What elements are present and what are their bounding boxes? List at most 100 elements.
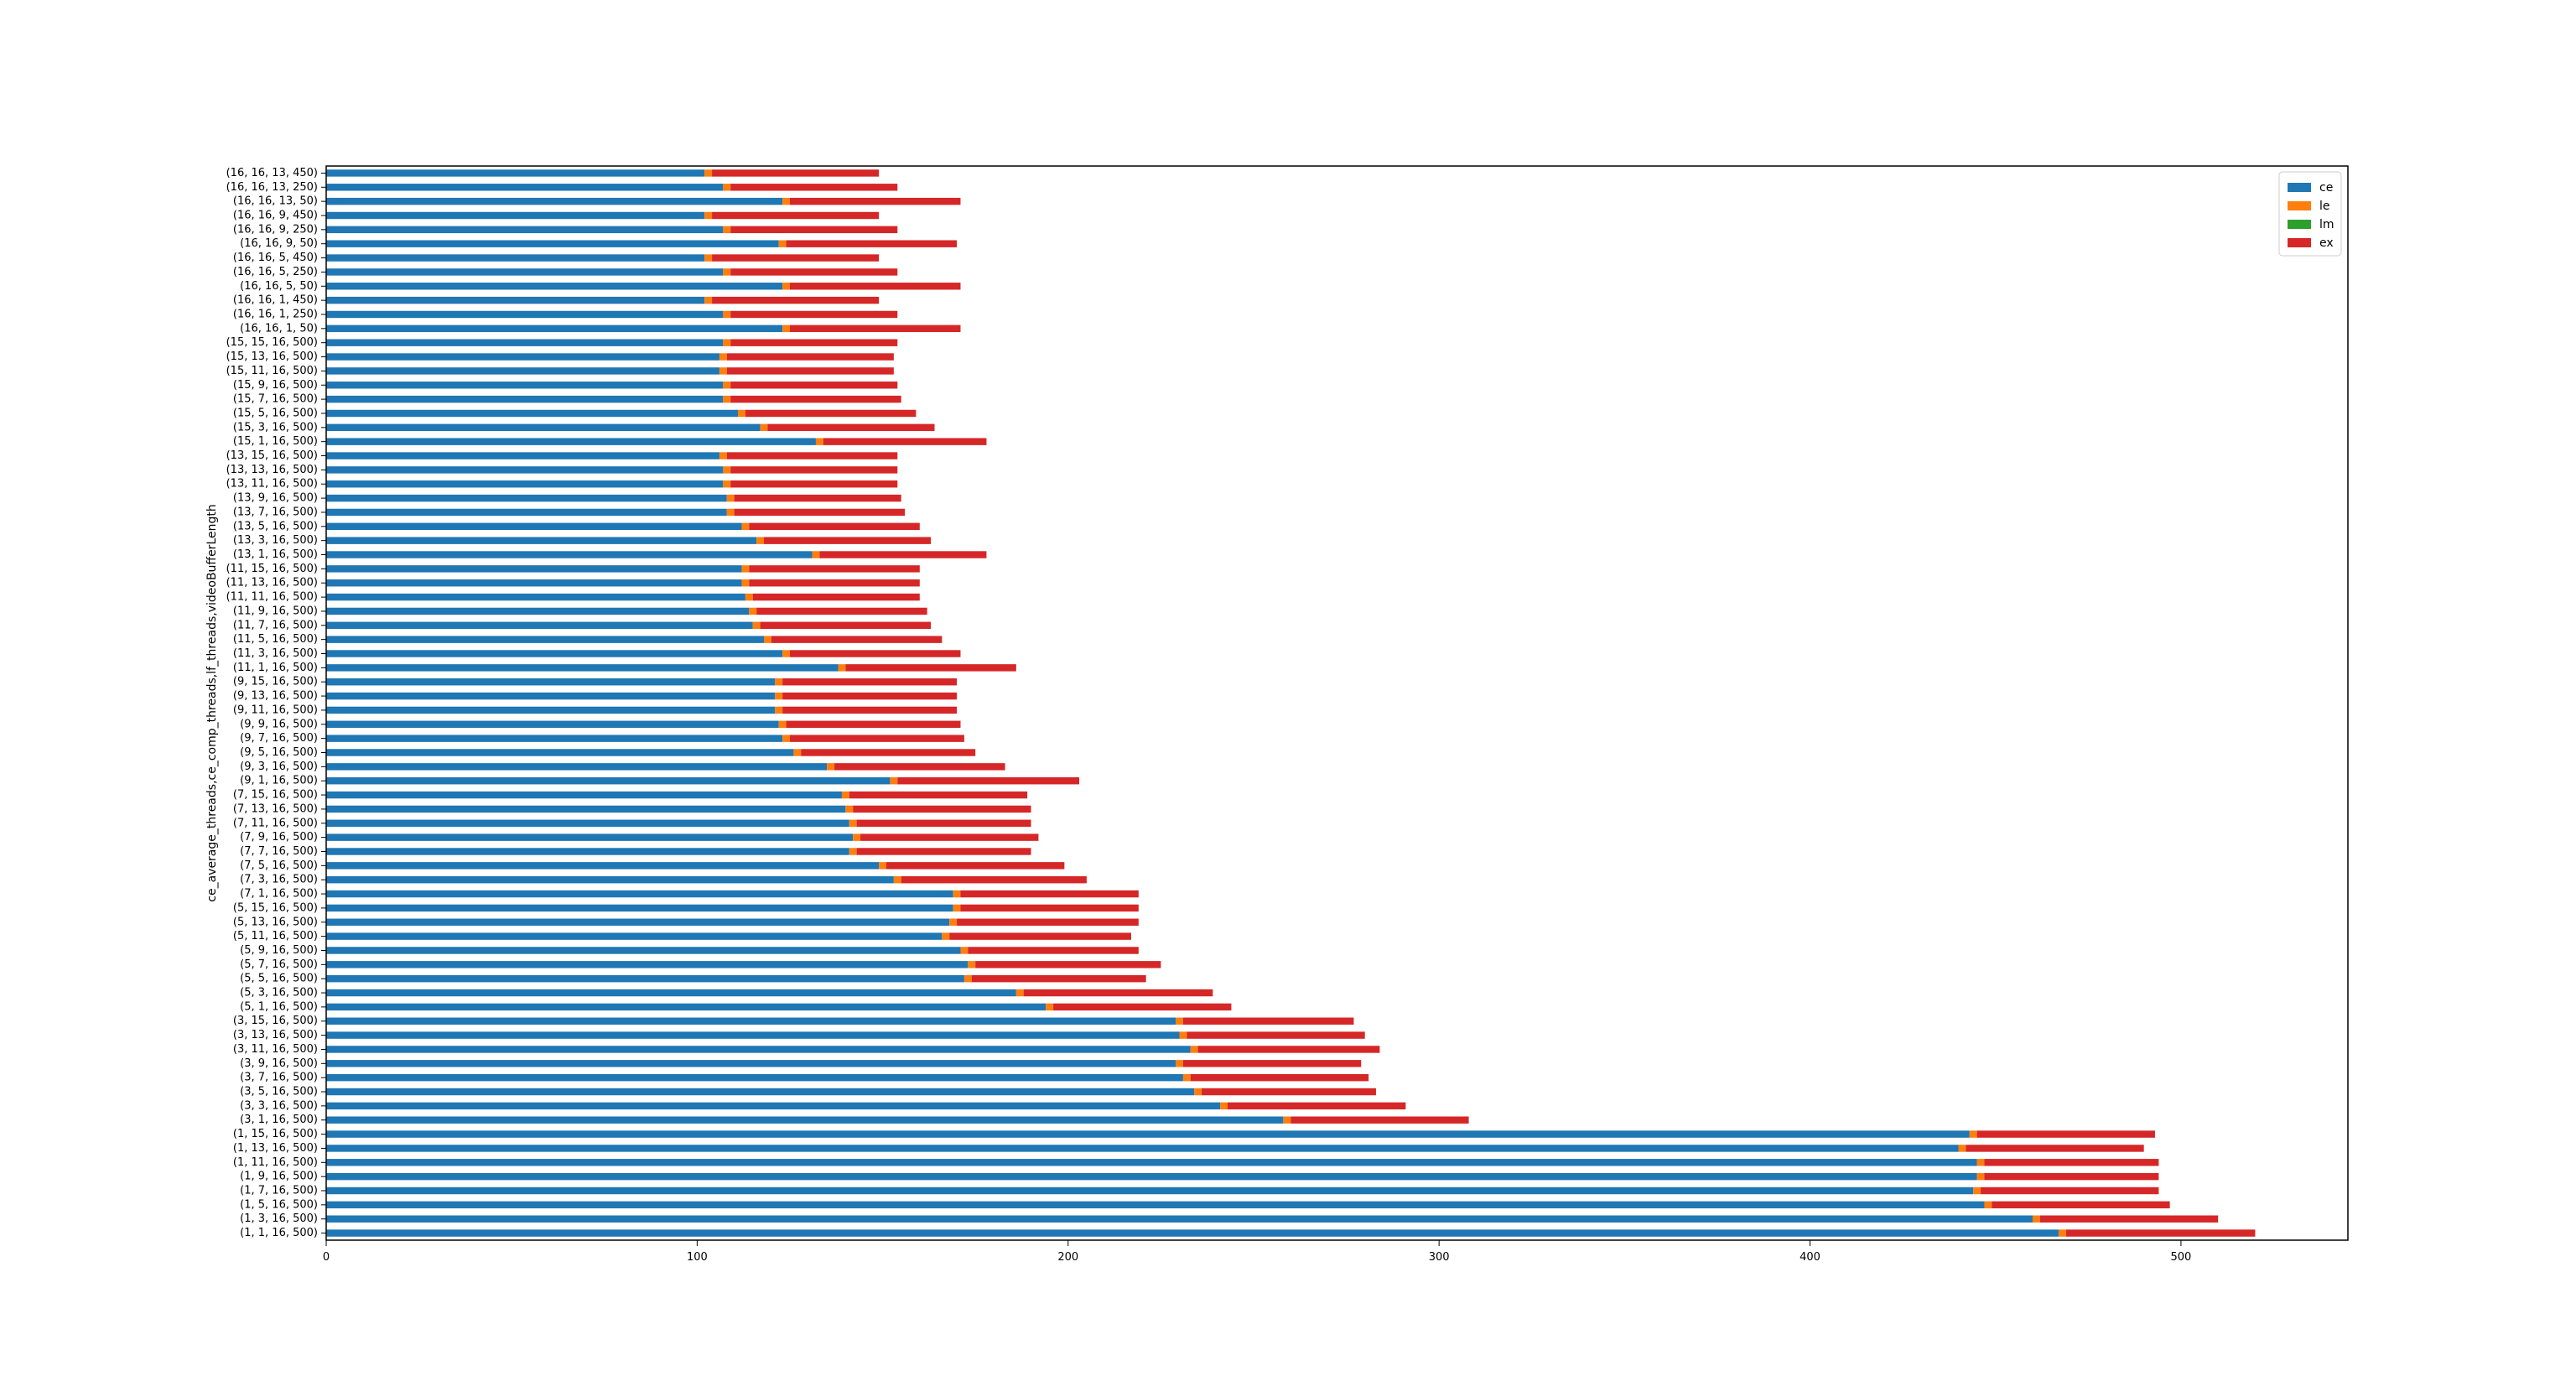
bar-le [745,593,753,601]
bar-le [778,720,787,728]
bar-le [1194,1088,1202,1096]
y-axis-label: ce_average_threads,ce_comp_threads,lf_th… [205,504,219,901]
bar-ce [326,621,753,630]
bar-le [838,664,846,672]
bar-ex [730,268,898,276]
y-tick-label: (15, 1, 16, 500) [233,435,318,448]
bar-ce [326,989,1016,997]
bar-le [1046,1003,1054,1011]
bar-ex [749,522,920,531]
y-tick-label: (1, 7, 16, 500) [240,1185,318,1197]
bar-ex [1190,1073,1369,1082]
x-tick-label: 500 [2171,1251,2192,1264]
y-tick-label: (1, 3, 16, 500) [240,1212,318,1225]
bar-ce [326,438,816,445]
bar-le [719,353,727,361]
bar-le [723,184,731,191]
bar-ce [326,353,719,361]
legend-label-ce: ce [2319,181,2333,195]
y-tick-label: (16, 16, 9, 250) [233,223,318,236]
legend-swatch-le [2288,201,2311,210]
bar-le [775,678,783,686]
bar-ce [326,268,724,276]
bar-le [890,776,898,785]
y-tick-label: (7, 5, 16, 500) [240,859,318,872]
bar-le [1190,1046,1198,1053]
bar-le [723,382,731,389]
bar-ce [326,636,765,643]
bar-le [738,409,745,418]
y-tick-label: (15, 13, 16, 500) [226,350,318,363]
y-tick-label: (3, 11, 16, 500) [233,1043,318,1056]
bar-le [960,947,969,954]
bar-ce [326,339,724,346]
bar-le [1976,1159,1985,1166]
bar-ex [712,296,880,304]
y-tick-label: (16, 16, 1, 450) [233,294,318,307]
bar-le [749,607,757,615]
bar-ex [968,947,1139,954]
bar-ce [326,310,724,319]
y-tick-label: (15, 15, 16, 500) [226,336,318,349]
bar-ex [2065,1229,2256,1237]
y-tick-label: (11, 13, 16, 500) [226,577,318,589]
bar-ce [326,720,779,728]
bar-ex [1992,1201,2170,1209]
bar-ce [326,579,742,587]
legend-swatch-ex [2288,238,2311,247]
y-tick-label: (11, 9, 16, 500) [233,605,318,617]
bar-ce [326,1046,1191,1053]
bar-ex [1197,1046,1380,1053]
bar-le [741,579,750,587]
bar-ce [326,1172,1977,1181]
bar-le [723,466,731,474]
bar-le [775,692,783,700]
y-tick-label: (1, 9, 16, 500) [240,1171,318,1183]
bar-ex [845,664,1016,672]
bar-le [1973,1186,1981,1195]
y-tick-label: (9, 11, 16, 500) [233,704,318,716]
bar-le [1969,1130,1977,1138]
bar-ce [326,692,776,700]
bar-ce [326,833,854,841]
bar-le [782,735,790,742]
bar-ce [326,1102,1221,1110]
legend-label-le: le [2319,200,2330,213]
y-tick-label: (1, 5, 16, 500) [240,1198,318,1211]
bar-ex [730,480,898,488]
y-tick-label: (5, 15, 16, 500) [233,901,318,914]
bar-ex [1202,1088,1376,1096]
y-tick-label: (9, 1, 16, 500) [240,775,318,787]
y-tick-label: (5, 3, 16, 500) [240,987,318,1000]
bar-ce [326,664,839,672]
bar-ex [771,636,943,643]
bar-ce [326,1130,1970,1138]
bar-le [726,508,735,517]
y-tick-label: (16, 16, 9, 50) [240,237,318,250]
bar-ce [326,776,891,785]
bar-ce [326,508,727,517]
bar-le [953,890,961,898]
bar-ex [1984,1159,2159,1166]
bar-ex [949,932,1131,940]
y-tick-label: (11, 11, 16, 500) [226,591,318,604]
bar-le [719,452,727,460]
y-tick-label: (7, 3, 16, 500) [240,874,318,886]
bar-ce [326,791,842,799]
bar-ce [326,961,969,968]
bar-ex [786,240,958,247]
x-ticks-group: 0 100 200 300 400 500 [323,1240,2191,1264]
y-tick-label: (13, 1, 16, 500) [233,548,318,561]
y-tick-label: (9, 7, 16, 500) [240,732,318,745]
bar-ce [326,296,705,304]
bar-ex [760,621,932,630]
bar-ce [326,325,783,333]
bar-ex [734,494,901,502]
bar-le [2032,1215,2040,1223]
bar-ex [782,692,958,700]
bar-le [963,974,972,983]
bar-le [1015,989,1024,997]
y-tick-label: (16, 16, 1, 250) [233,308,318,320]
bar-ex [1053,1003,1232,1011]
